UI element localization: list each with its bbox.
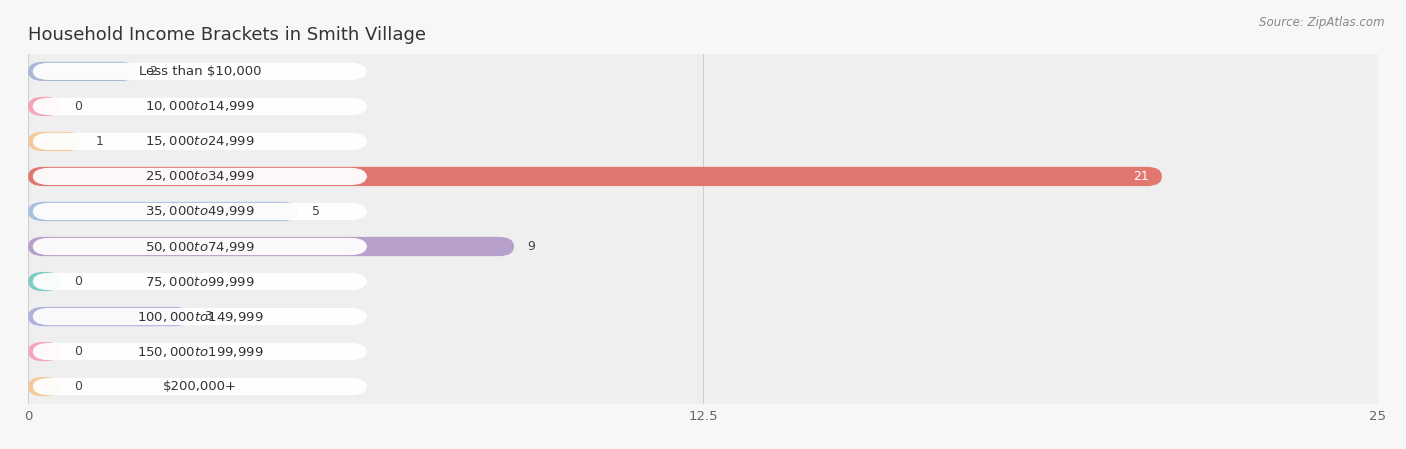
Text: 0: 0 <box>75 100 82 113</box>
FancyBboxPatch shape <box>32 308 367 325</box>
FancyBboxPatch shape <box>28 237 515 256</box>
Text: $10,000 to $14,999: $10,000 to $14,999 <box>145 99 254 114</box>
Text: Less than $10,000: Less than $10,000 <box>139 65 262 78</box>
FancyBboxPatch shape <box>28 334 1378 369</box>
FancyBboxPatch shape <box>32 378 367 395</box>
FancyBboxPatch shape <box>32 133 367 150</box>
FancyBboxPatch shape <box>28 97 60 116</box>
Text: 0: 0 <box>75 345 82 358</box>
FancyBboxPatch shape <box>32 238 367 255</box>
Text: $200,000+: $200,000+ <box>163 380 236 393</box>
Text: 9: 9 <box>527 240 536 253</box>
Text: 0: 0 <box>75 275 82 288</box>
FancyBboxPatch shape <box>28 194 1378 229</box>
FancyBboxPatch shape <box>28 229 1378 264</box>
Text: $50,000 to $74,999: $50,000 to $74,999 <box>145 239 254 254</box>
Text: 1: 1 <box>96 135 104 148</box>
FancyBboxPatch shape <box>28 307 190 326</box>
Text: $35,000 to $49,999: $35,000 to $49,999 <box>145 204 254 219</box>
FancyBboxPatch shape <box>32 63 367 80</box>
Text: $100,000 to $149,999: $100,000 to $149,999 <box>136 309 263 324</box>
Text: 21: 21 <box>1133 170 1149 183</box>
FancyBboxPatch shape <box>28 167 1161 186</box>
Text: 3: 3 <box>204 310 211 323</box>
Text: Household Income Brackets in Smith Village: Household Income Brackets in Smith Villa… <box>28 26 426 44</box>
FancyBboxPatch shape <box>28 159 1378 194</box>
FancyBboxPatch shape <box>28 299 1378 334</box>
FancyBboxPatch shape <box>28 369 1378 404</box>
FancyBboxPatch shape <box>32 343 367 360</box>
Text: 2: 2 <box>149 65 157 78</box>
FancyBboxPatch shape <box>28 124 1378 159</box>
Text: $75,000 to $99,999: $75,000 to $99,999 <box>145 274 254 289</box>
Text: $25,000 to $34,999: $25,000 to $34,999 <box>145 169 254 184</box>
Text: $150,000 to $199,999: $150,000 to $199,999 <box>136 344 263 359</box>
FancyBboxPatch shape <box>28 264 1378 299</box>
FancyBboxPatch shape <box>28 342 60 361</box>
FancyBboxPatch shape <box>32 98 367 115</box>
FancyBboxPatch shape <box>32 273 367 290</box>
Text: 0: 0 <box>75 380 82 393</box>
FancyBboxPatch shape <box>28 54 1378 89</box>
FancyBboxPatch shape <box>28 377 60 396</box>
FancyBboxPatch shape <box>28 89 1378 124</box>
FancyBboxPatch shape <box>28 272 60 291</box>
Text: $15,000 to $24,999: $15,000 to $24,999 <box>145 134 254 149</box>
FancyBboxPatch shape <box>28 132 82 151</box>
FancyBboxPatch shape <box>28 202 298 221</box>
FancyBboxPatch shape <box>28 62 136 81</box>
Text: 5: 5 <box>312 205 319 218</box>
Text: Source: ZipAtlas.com: Source: ZipAtlas.com <box>1260 16 1385 29</box>
FancyBboxPatch shape <box>32 203 367 220</box>
FancyBboxPatch shape <box>32 168 367 185</box>
